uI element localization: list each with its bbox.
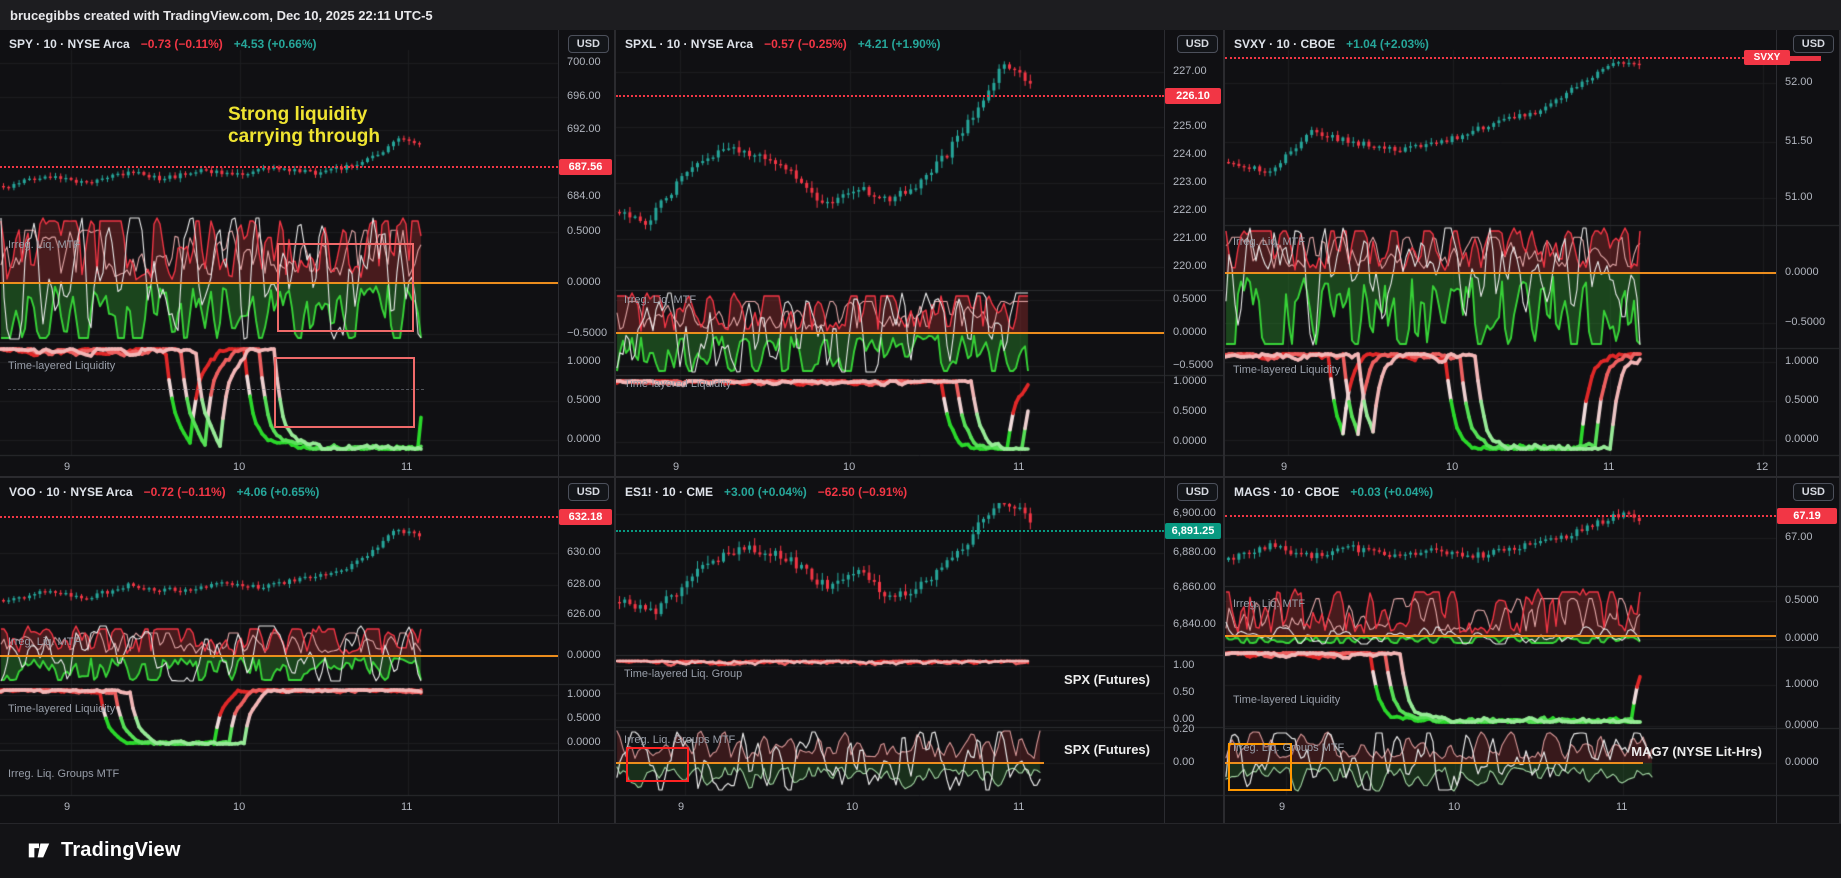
spxl-symbol-title[interactable]: SPXL · 10 · NYSE Arca — [625, 37, 754, 51]
spy-currency-button[interactable]: USD — [567, 35, 609, 53]
es1-change-extended: −62.50 (−0.91%) — [817, 485, 908, 499]
tradingview-logo-icon[interactable] — [26, 837, 52, 863]
voo-change-session: −0.72 (−0.11%) — [143, 485, 226, 499]
mags-change-session: +0.03 (+0.04%) — [1350, 485, 1434, 499]
voo-chart-canvas[interactable] — [0, 478, 614, 823]
chart-panel-es1[interactable]: ES1! · 10 · CME +3.00 (+0.04%) −62.50 (−… — [616, 478, 1223, 823]
chart-panel-voo[interactable]: VOO · 10 · NYSE Arca −0.72 (−0.11%) +4.0… — [0, 478, 614, 823]
chart-panel-mags[interactable]: MAGS · 10 · CBOE +0.03 (+0.04%) USD 67.0… — [1225, 478, 1839, 823]
spy-chart-canvas[interactable] — [0, 30, 614, 476]
svxy-change-session: +1.04 (+2.03%) — [1346, 37, 1429, 51]
chart-panel-spxl[interactable]: SPXL · 10 · NYSE Arca −0.57 (−0.25%) +4.… — [616, 30, 1223, 476]
watermark-title: brucegibbs created with TradingView.com,… — [10, 7, 433, 23]
spxl-change-extended: +4.21 (+1.90%) — [857, 37, 941, 51]
mags-legend[interactable]: MAGS · 10 · CBOE +0.03 (+0.04%) — [1234, 485, 1444, 499]
es1-change-session: +3.00 (+0.04%) — [724, 485, 807, 499]
spxl-legend[interactable]: SPXL · 10 · NYSE Arca −0.57 (−0.25%) +4.… — [625, 37, 941, 51]
footer: TradingView — [0, 823, 1841, 876]
chart-grid: SPY · 10 · NYSE Arca −0.73 (−0.11%) +4.5… — [0, 30, 1841, 823]
svxy-chart-canvas[interactable] — [1225, 30, 1839, 476]
svxy-symbol-title[interactable]: SVXY · 10 · CBOE — [1234, 37, 1336, 51]
voo-symbol-title[interactable]: VOO · 10 · NYSE Arca — [9, 485, 133, 499]
spy-change-session: −0.73 (−0.11%) — [140, 37, 223, 51]
es1-symbol-title[interactable]: ES1! · 10 · CME — [625, 485, 714, 499]
chart-panel-svxy[interactable]: SVXY · 10 · CBOE +1.04 (+2.03%) USD 52.0… — [1225, 30, 1839, 476]
voo-currency-button[interactable]: USD — [567, 483, 609, 501]
spy-change-extended: +4.53 (+0.66%) — [233, 37, 317, 51]
spxl-currency-button[interactable]: USD — [1176, 35, 1218, 53]
spy-symbol-title[interactable]: SPY · 10 · NYSE Arca — [9, 37, 130, 51]
topbar: brucegibbs created with TradingView.com,… — [0, 0, 1841, 30]
es1-currency-button[interactable]: USD — [1176, 483, 1218, 501]
chart-panel-spy[interactable]: SPY · 10 · NYSE Arca −0.73 (−0.11%) +4.5… — [0, 30, 614, 476]
mags-symbol-title[interactable]: MAGS · 10 · CBOE — [1234, 485, 1340, 499]
mags-chart-canvas[interactable] — [1225, 478, 1839, 823]
voo-legend[interactable]: VOO · 10 · NYSE Arca −0.72 (−0.11%) +4.0… — [9, 485, 319, 499]
es1-chart-canvas[interactable] — [616, 478, 1223, 823]
es1-legend[interactable]: ES1! · 10 · CME +3.00 (+0.04%) −62.50 (−… — [625, 485, 907, 499]
mags-currency-button[interactable]: USD — [1792, 483, 1834, 501]
svxy-currency-button[interactable]: USD — [1792, 35, 1834, 53]
spxl-change-session: −0.57 (−0.25%) — [764, 37, 847, 51]
svxy-legend[interactable]: SVXY · 10 · CBOE +1.04 (+2.03%) — [1234, 37, 1440, 51]
spy-legend[interactable]: SPY · 10 · NYSE Arca −0.73 (−0.11%) +4.5… — [9, 37, 317, 51]
spxl-chart-canvas[interactable] — [616, 30, 1223, 476]
tradingview-wordmark[interactable]: TradingView — [61, 838, 181, 861]
voo-change-extended: +4.06 (+0.65%) — [236, 485, 320, 499]
